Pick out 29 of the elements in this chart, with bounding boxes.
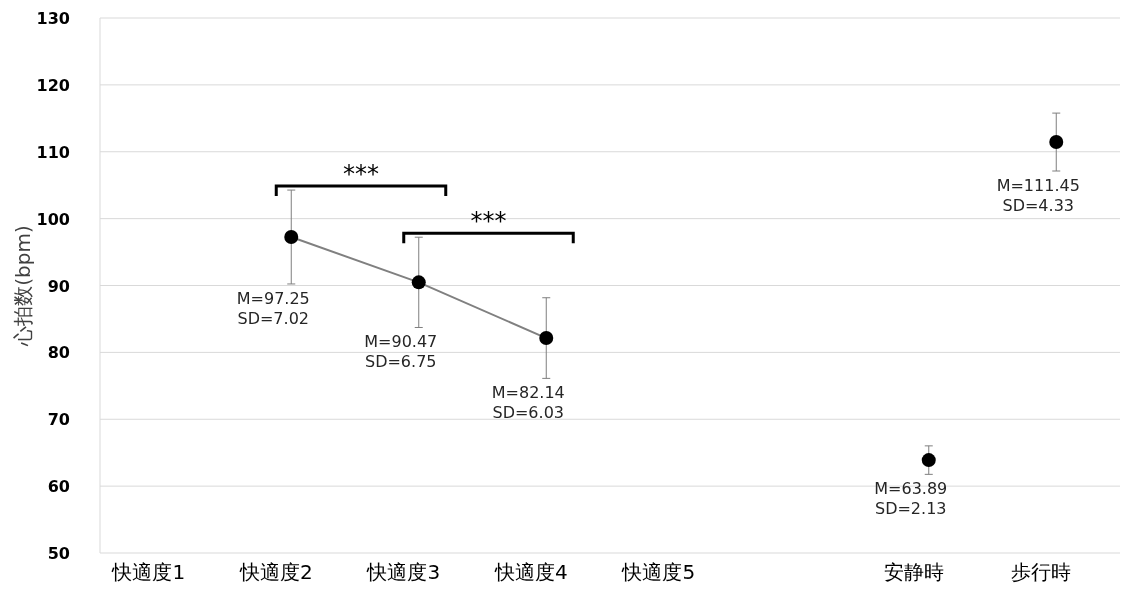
x-tick-label: 快適度5 [621, 560, 696, 584]
annotation: M=111.45 SD=4.33 [996, 176, 1080, 216]
x-tick-label: 歩行時 [1011, 560, 1072, 584]
annotation: M=63.89 SD=2.13 [874, 479, 948, 519]
point [539, 331, 554, 346]
y-tick-label: 70 [47, 410, 70, 430]
y-tick-label: 100 [36, 209, 70, 229]
point [1049, 135, 1064, 150]
x-tick-label: 快適度4 [493, 560, 568, 584]
x-tick-label: 安静時 [883, 560, 944, 584]
annotation: M=90.47 SD=6.75 [364, 332, 438, 372]
point [284, 230, 299, 245]
annotation: M=82.14 SD=6.03 [491, 383, 565, 423]
x-tick-label: 快適度3 [366, 560, 441, 584]
y-tick-label: 50 [47, 544, 70, 563]
y-tick-label: 80 [47, 343, 70, 363]
point [921, 453, 936, 468]
y-axis-title: 心拍数(bpm) [11, 225, 35, 347]
x-tick-label: 快適度2 [238, 560, 313, 584]
point [411, 275, 426, 290]
x-tick-label: 快適度1 [111, 560, 186, 584]
annotation: *** [470, 207, 507, 236]
y-tick-label: 130 [36, 9, 70, 28]
y-tick-label: 90 [47, 276, 70, 296]
y-tick-label: 120 [36, 75, 70, 95]
annotation: *** [343, 160, 379, 189]
y-tick-label: 110 [36, 142, 70, 162]
y-tick-label: 60 [47, 477, 70, 497]
annotation: M=97.25 SD=7.02 [236, 288, 310, 328]
